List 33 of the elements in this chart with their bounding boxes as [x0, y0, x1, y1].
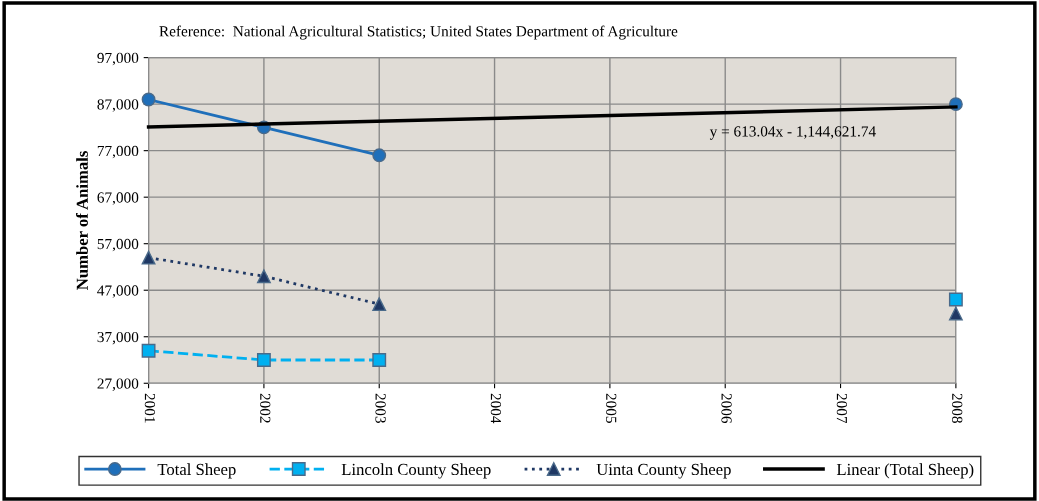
point: [948, 292, 963, 307]
x-tick-label: 2003: [375, 393, 386, 423]
y-tick-label: 67,000: [97, 192, 139, 205]
x-tick-label: 2004: [490, 393, 502, 424]
legend-label: Lincoln County Sheep: [341, 463, 491, 479]
x-tick-label: 2008: [952, 393, 963, 423]
y-tick-label: 87,000: [97, 99, 139, 112]
legend-label: Uinta County Sheep: [596, 463, 731, 479]
point: [256, 353, 271, 367]
legend-label: Linear (Total Sheep): [836, 463, 974, 479]
point: [372, 148, 387, 163]
y-axis-title: Number of Animals: [76, 151, 88, 290]
x-tick-label: 2007: [836, 393, 848, 424]
y-tick-label: 27,000: [97, 378, 139, 391]
y-tick-label: 77,000: [97, 145, 139, 159]
point: [141, 250, 156, 265]
y-tick-label: 47,000: [97, 285, 139, 298]
point: [372, 297, 387, 312]
text: Reference: National Agricultural Statistics; United States Department of Agriculture: [159, 25, 678, 40]
x-tick-label: 2006: [721, 393, 732, 424]
x-tick-label: 2005: [606, 393, 617, 423]
point: [141, 343, 156, 358]
annotation: y = 613.04x - 1,144,621.74: [709, 126, 876, 140]
point: [948, 306, 963, 321]
y-tick-label: 57,000: [97, 238, 139, 252]
y-tick-label: 37,000: [97, 331, 139, 345]
legend-label: Total Sheep: [157, 463, 236, 479]
y-tick-label: 97,000: [97, 52, 139, 66]
point: [141, 92, 156, 107]
x-tick-label: 2002: [260, 393, 271, 423]
point: [256, 269, 271, 284]
x-tick-label: 2001: [144, 393, 156, 423]
point: [372, 353, 387, 367]
